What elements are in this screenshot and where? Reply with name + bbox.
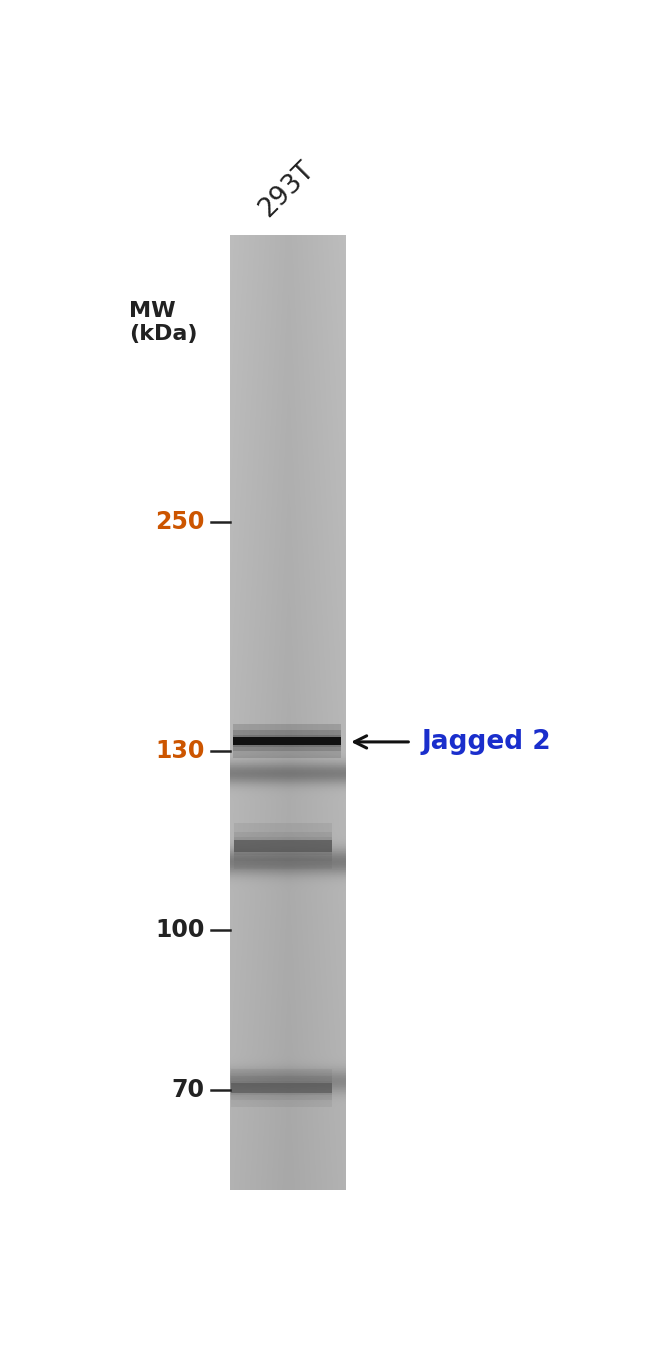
Text: 100: 100 — [155, 919, 205, 942]
Bar — [231, 1076, 332, 1100]
Bar — [233, 841, 332, 852]
Bar — [233, 838, 332, 854]
Text: 130: 130 — [155, 740, 205, 763]
Bar — [233, 734, 341, 748]
Bar — [233, 823, 332, 869]
Text: Jagged 2: Jagged 2 — [421, 729, 551, 755]
Bar — [231, 1081, 332, 1095]
Bar — [233, 730, 341, 752]
Bar — [231, 1084, 332, 1094]
Bar — [233, 831, 332, 861]
Bar — [233, 725, 341, 757]
Bar — [233, 737, 341, 745]
Bar — [231, 1069, 332, 1107]
Text: 70: 70 — [172, 1079, 205, 1102]
Text: 293T: 293T — [254, 157, 319, 221]
Text: 250: 250 — [155, 510, 205, 534]
Text: MW
(kDa): MW (kDa) — [129, 301, 198, 344]
